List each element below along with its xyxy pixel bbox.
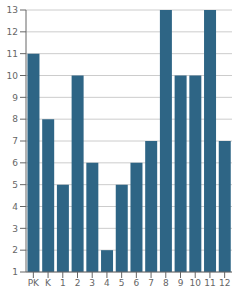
svg-text:1: 1 [12,267,18,277]
svg-text:9: 9 [12,93,18,103]
svg-text:7: 7 [12,136,18,146]
svg-text:10: 10 [189,278,201,288]
svg-text:13: 13 [8,5,18,15]
svg-text:11: 11 [204,278,215,288]
svg-text:8: 8 [163,278,169,288]
svg-text:8: 8 [12,114,18,124]
svg-text:6: 6 [133,278,139,288]
svg-text:1: 1 [60,278,66,288]
svg-text:11: 11 [8,49,18,59]
svg-text:4: 4 [104,278,110,288]
svg-text:10: 10 [8,71,18,81]
svg-text:12: 12 [8,27,18,37]
svg-text:5: 5 [119,278,125,288]
svg-text:3: 3 [89,278,95,288]
svg-text:K: K [45,278,52,288]
svg-text:7: 7 [148,278,154,288]
svg-text:3: 3 [12,224,18,234]
svg-text:4: 4 [12,202,18,212]
svg-text:PK: PK [28,278,40,288]
svg-text:6: 6 [12,158,18,168]
svg-text:12: 12 [219,278,230,288]
svg-text:2: 2 [75,278,81,288]
svg-text:5: 5 [12,180,18,190]
svg-text:2: 2 [12,245,18,255]
svg-text:9: 9 [178,278,184,288]
